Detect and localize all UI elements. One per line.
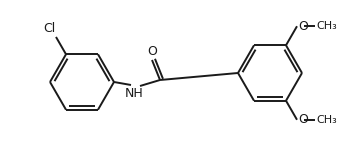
Text: NH: NH bbox=[124, 87, 143, 100]
Text: O: O bbox=[298, 20, 308, 33]
Text: O: O bbox=[298, 113, 308, 126]
Text: O: O bbox=[147, 45, 157, 58]
Text: CH₃: CH₃ bbox=[316, 21, 337, 31]
Text: Cl: Cl bbox=[43, 22, 55, 35]
Text: CH₃: CH₃ bbox=[316, 115, 337, 125]
